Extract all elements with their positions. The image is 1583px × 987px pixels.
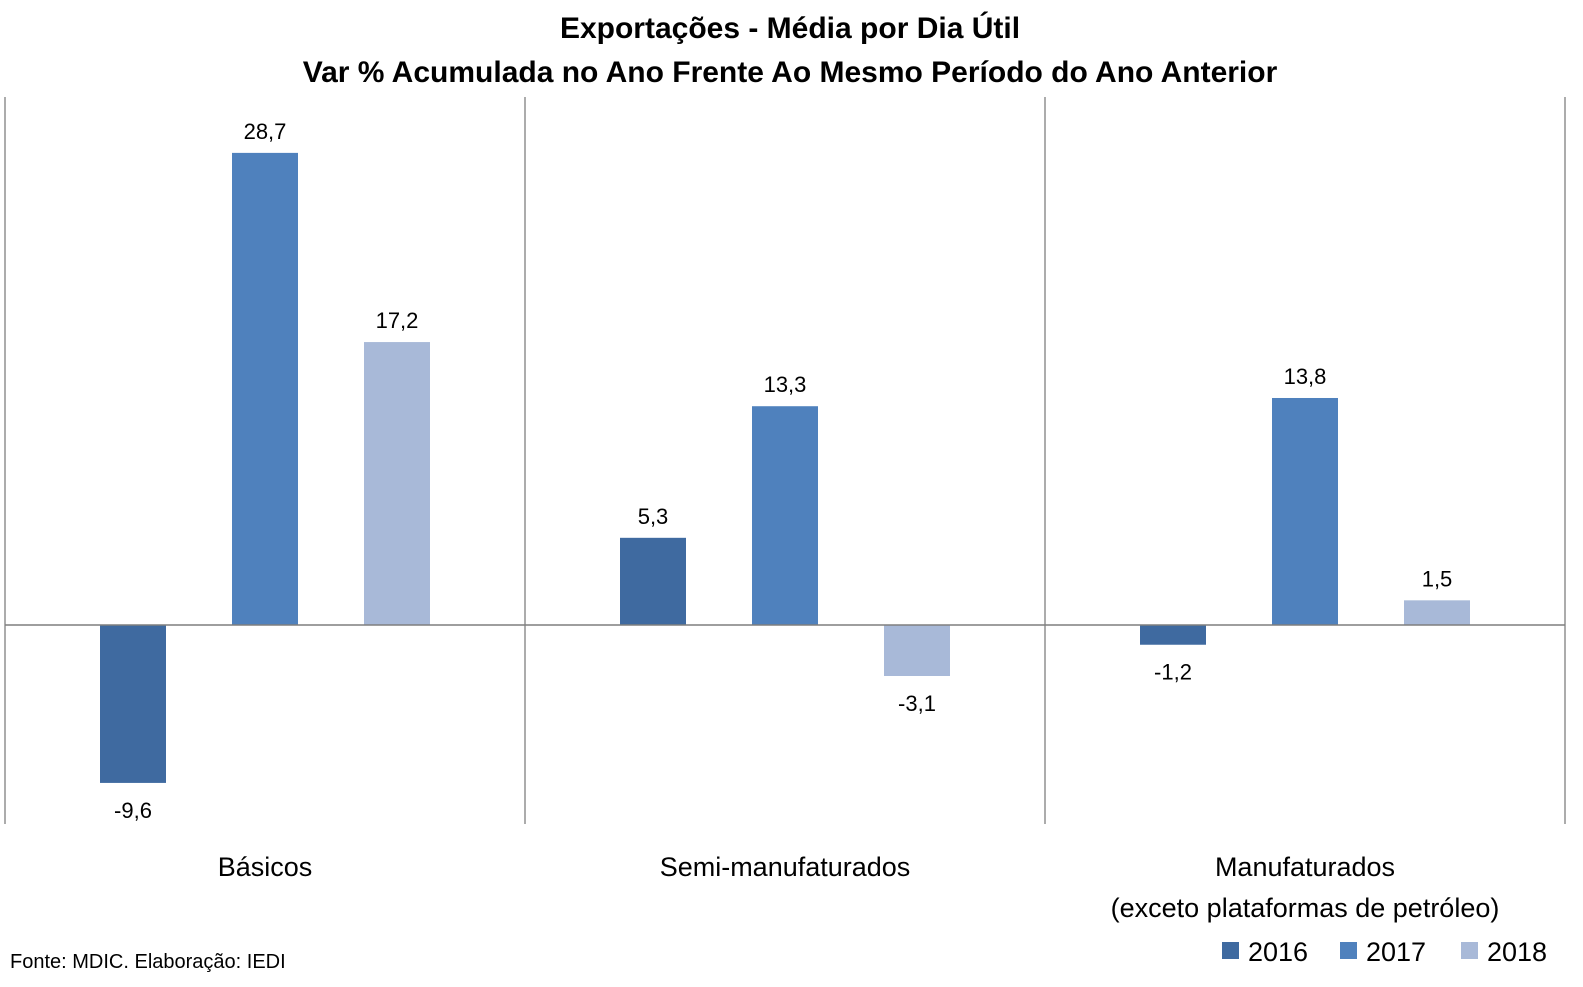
bar-2017 bbox=[232, 152, 298, 625]
bar-2016 bbox=[100, 625, 166, 783]
plot-area: -9,6 28,7 17,2 Básicos 5,3 13,3 -3,1 Semi-manuf… bbox=[4, 97, 1566, 923]
legend-label-2016: 2016 bbox=[1248, 937, 1308, 967]
data-label: -3,1 bbox=[898, 691, 936, 716]
chart-subtitle: Var % Acumulada no Ano Frente Ao Mesmo P… bbox=[303, 56, 1278, 89]
chart-title: Exportações - Média por Dia Útil bbox=[560, 11, 1020, 45]
data-label: 13,8 bbox=[1284, 364, 1327, 389]
category-label: Básicos bbox=[218, 852, 313, 882]
legend-swatch-2017 bbox=[1340, 942, 1357, 959]
bar-2016 bbox=[620, 537, 686, 625]
bar-2017 bbox=[752, 406, 818, 625]
legend-label-2018: 2018 bbox=[1487, 937, 1547, 967]
data-label: 13,3 bbox=[764, 372, 807, 397]
data-label: -9,6 bbox=[114, 798, 152, 823]
bar-2018 bbox=[364, 342, 430, 625]
category-label: Manufaturados bbox=[1215, 852, 1395, 882]
bar-2016 bbox=[1140, 625, 1206, 645]
bar-2018 bbox=[1404, 600, 1470, 625]
footnote: Fonte: MDIC. Elaboração: IEDI bbox=[10, 951, 286, 973]
legend-label-2017: 2017 bbox=[1366, 937, 1426, 967]
category-label: Semi-manufaturados bbox=[660, 852, 911, 882]
category-label: (exceto plataformas de petróleo) bbox=[1111, 893, 1500, 923]
legend-swatch-2016 bbox=[1222, 942, 1239, 959]
data-label: 5,3 bbox=[638, 504, 669, 529]
legend: 2016 2017 2018 bbox=[1222, 937, 1547, 967]
data-label: -1,2 bbox=[1154, 660, 1192, 685]
bar-2018 bbox=[884, 625, 950, 676]
bar-2017 bbox=[1272, 397, 1338, 625]
legend-swatch-2018 bbox=[1461, 942, 1478, 959]
data-label: 28,7 bbox=[244, 119, 287, 144]
data-label: 1,5 bbox=[1422, 566, 1453, 591]
data-label: 17,2 bbox=[376, 308, 419, 333]
